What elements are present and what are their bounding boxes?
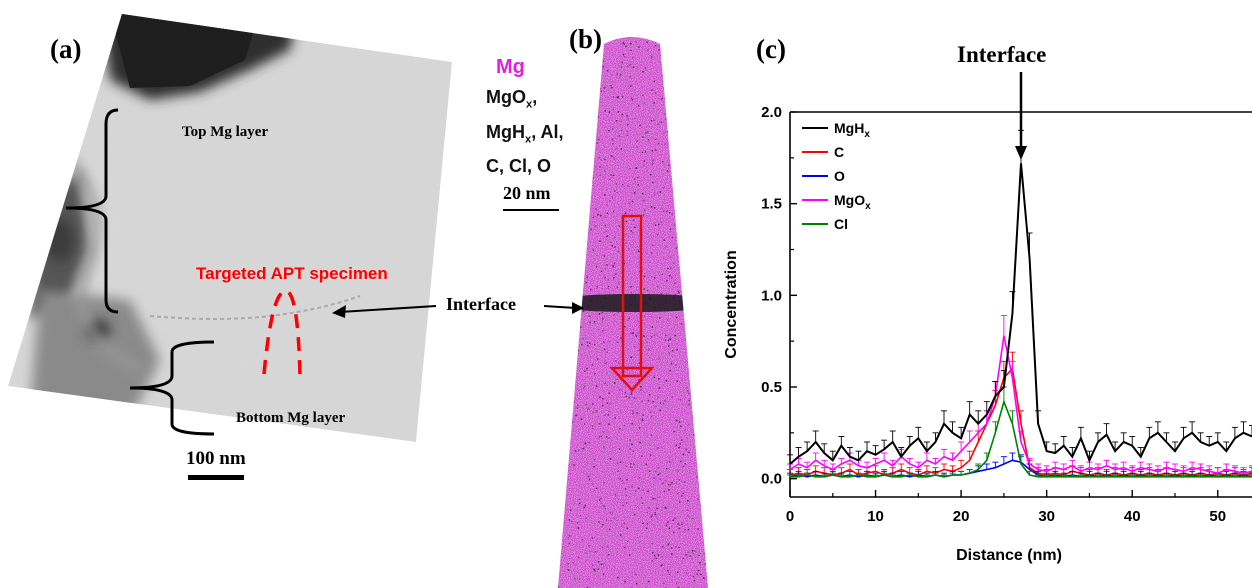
x-tick-label: 10 [867, 508, 884, 525]
scale-bar-b [503, 209, 559, 211]
y-tick-label: 2.0 [761, 104, 782, 121]
tem-image-panel [8, 14, 452, 480]
top-layer-brace [65, 108, 119, 314]
x-axis-label: Distance (nm) [956, 547, 1062, 564]
series-line-cl [790, 399, 1252, 478]
panel-label-a: (a) [50, 34, 82, 64]
x-tick-label: 20 [953, 508, 970, 525]
x-tick-label: 30 [1038, 508, 1055, 525]
panel-label-b: (b) [569, 24, 602, 54]
series-line-mgh [789, 163, 1252, 465]
targeted-apt-specimen-label: Targeted APT specimen [196, 264, 388, 283]
profile-arrowhead [609, 366, 655, 392]
y-axis-label: Concentration [723, 250, 740, 358]
x-tick-label: 50 [1209, 508, 1226, 525]
apt-reconstruction-panel [543, 37, 708, 588]
bottom-mg-layer-label: Bottom Mg layer [236, 410, 346, 426]
legend-entry: MgHx [834, 120, 870, 140]
interface-label-a: Interface [446, 294, 516, 314]
legend-mg-label: Mg [496, 56, 525, 78]
legend-other-species: MgOx, MgHx, Al, C, Cl, O [486, 87, 564, 177]
tem-micrograph [8, 14, 452, 442]
bottom-layer-brace [129, 340, 215, 436]
interface-arrow-b [543, 305, 577, 309]
legend-entry: Cl [834, 216, 848, 232]
y-tick-label: 1.0 [761, 287, 782, 304]
y-tick-label: 1.5 [761, 196, 782, 213]
legend-entry: MgOx [834, 192, 871, 212]
legend-entry: O [834, 168, 845, 184]
scale-bar-a-label: 100 nm [186, 448, 246, 469]
interface-arrowhead-c [1015, 146, 1027, 160]
interface-arrowhead-b [572, 302, 584, 314]
scale-bar-b-label: 20 nm [503, 183, 551, 203]
x-tick-label: 0 [786, 508, 794, 525]
concentration-chart: 0.0 0.5 1.0 1.5 2.0 0 10 20 30 40 50 Distance (nm) C… [723, 72, 1252, 564]
y-tick-label: 0.0 [761, 471, 782, 488]
series-line-mgo [789, 335, 1252, 475]
scale-bar-a [188, 475, 244, 480]
top-mg-layer-label: Top Mg layer [182, 124, 269, 140]
profile-arrow-body [621, 214, 643, 378]
x-tick-label: 40 [1124, 508, 1141, 525]
interface-label-c: Interface [957, 42, 1047, 67]
legend-entry: C [834, 144, 844, 160]
panel-label-c: (c) [756, 34, 786, 64]
interface-arrowhead-a [332, 305, 346, 318]
interface-arrow-a [339, 305, 437, 313]
y-tick-label: 0.5 [761, 379, 782, 396]
